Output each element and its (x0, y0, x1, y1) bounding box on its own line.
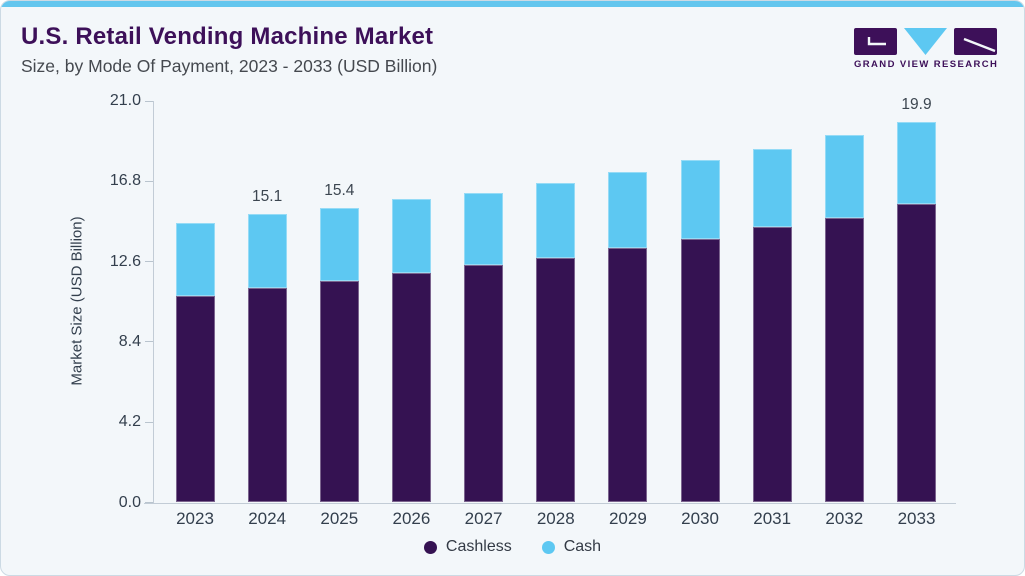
chart-header: U.S. Retail Vending Machine Market Size,… (21, 23, 437, 77)
y-tick-mark (145, 421, 153, 423)
x-tick-label: 2033 (897, 509, 936, 528)
x-tick-label: 2029 (608, 509, 647, 528)
x-tick-label: 2027 (464, 509, 503, 528)
x-tick-label: 2031 (753, 509, 792, 528)
bar-segment-cash (391, 198, 431, 274)
bar-segment-cashless (752, 227, 792, 503)
bar-total-label: 15.4 (324, 182, 355, 200)
bar-segment-cash (536, 183, 576, 258)
bar-segment-cash (824, 135, 864, 218)
chart-legend: Cashless Cash (1, 538, 1024, 556)
page-title: U.S. Retail Vending Machine Market (21, 23, 434, 50)
y-tick-mark (145, 502, 153, 503)
bar-segment-cash (897, 122, 936, 205)
y-axis-title: Market Size (USD Billion) (68, 216, 86, 386)
x-tick-label: 2025 (320, 509, 359, 528)
legend-dot-icon (541, 540, 555, 554)
bar-segment-cashless (608, 248, 648, 503)
grand-view-research-logo: GRAND VIEW RESEARCH (854, 28, 997, 70)
bar-total-label: 15.1 (252, 187, 283, 205)
top-accent-bar (1, 1, 1024, 7)
x-tick-label: 2032 (825, 509, 864, 528)
x-axis-line (144, 502, 956, 504)
y-tick-mark (145, 180, 153, 182)
y-tick-label: 0.0 (118, 493, 141, 511)
legend-label: Cashless (445, 538, 512, 555)
y-tick-label: 12.6 (109, 252, 141, 270)
y-tick-mark (145, 341, 153, 343)
bar-segment-cash (608, 171, 648, 249)
bar-segment-cashless (536, 257, 576, 503)
bar-segment-cashless (175, 296, 215, 503)
bar-segment-cash (247, 213, 287, 289)
gvr-logo-v-icon (904, 28, 947, 55)
x-tick-label: 2028 (536, 509, 575, 528)
legend-label: Cash (563, 538, 602, 555)
y-tick-label: 8.4 (118, 332, 141, 350)
y-tick-label: 16.8 (109, 172, 141, 190)
gvr-logo-r-icon (954, 28, 997, 55)
logo-shapes (854, 28, 997, 55)
legend-item-cash: Cash (541, 538, 602, 556)
bar-segment-cashless (824, 217, 864, 503)
bar-segment-cashless (319, 280, 359, 503)
bar-segment-cash (464, 192, 504, 266)
page-subtitle: Size, by Mode Of Payment, 2023 - 2033 (U… (21, 56, 438, 76)
bar-segment-cashless (391, 273, 431, 503)
bar-segment-cashless (464, 265, 504, 503)
bar-segment-cash (319, 208, 359, 281)
legend-dot-icon (423, 540, 437, 554)
y-tick-mark (145, 100, 153, 102)
y-tick-label: 4.2 (118, 413, 141, 431)
bar-segment-cash (175, 223, 215, 296)
x-tick-label: 2026 (392, 509, 431, 528)
bar-segment-cash (752, 148, 792, 228)
logo-wordmark: GRAND VIEW RESEARCH (854, 59, 999, 70)
y-axis-line (153, 101, 154, 503)
legend-item-cashless: Cashless (423, 538, 512, 556)
gvr-logo-g-icon (854, 28, 897, 55)
bar-segment-cashless (897, 204, 936, 503)
bar-segment-cashless (247, 288, 287, 503)
y-tick-label: 21.0 (109, 92, 141, 109)
bar-total-label: 19.9 (901, 96, 932, 114)
x-tick-label: 2030 (681, 509, 719, 528)
bar-segment-cash (680, 160, 720, 239)
x-tick-label: 2024 (248, 509, 287, 528)
x-tick-label: 2023 (176, 509, 214, 528)
bar-segment-cashless (680, 238, 720, 503)
y-tick-mark (145, 261, 153, 263)
